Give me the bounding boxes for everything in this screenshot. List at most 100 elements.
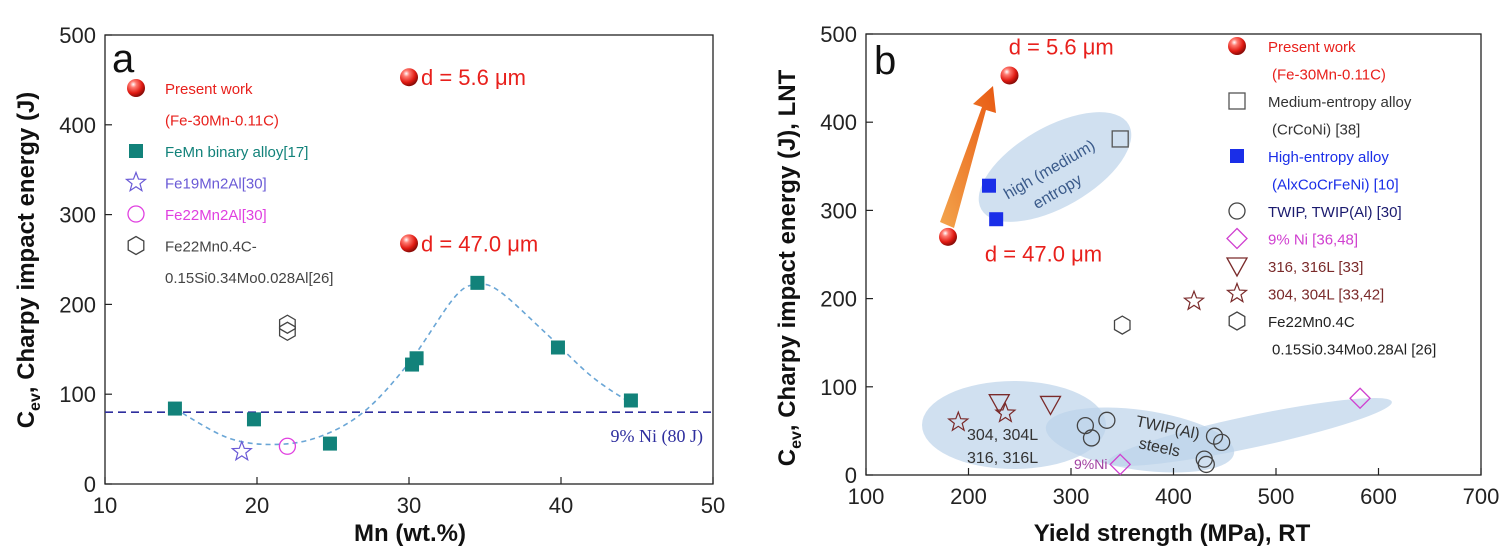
y-tick-label: 0	[845, 463, 857, 488]
panel-a-y-axis-label: Cev, Charpy impact energy (J)	[13, 92, 44, 429]
panel-b-data-points	[939, 66, 1371, 476]
316-316l-33-point	[1039, 395, 1062, 416]
high-entropy-alloy-point	[982, 178, 996, 193]
316-316l-33-point	[988, 394, 1011, 415]
y-tick-label: 100	[820, 375, 857, 400]
x-tick-label: 10	[93, 493, 117, 518]
legend-entry-label-cont: (Fe-30Mn-0.11C)	[165, 113, 279, 130]
region-label-stainless-line2: 316, 316L	[967, 450, 1038, 467]
present-work-point	[939, 227, 957, 246]
legend-entry-label-cont: (CrCoNi) [38]	[1272, 122, 1360, 139]
x-tick-label: 20	[245, 493, 269, 518]
nine-percent-ni-reference-label: 9% Ni (80 J)	[611, 426, 704, 447]
twip-twip-al-30-point	[1098, 411, 1116, 429]
x-tick-label: 400	[1155, 484, 1192, 509]
legend-entry-label-cont: (AlxCoCrFeNi) [10]	[1272, 177, 1399, 194]
panel-b: high (medium) entropy 304, 304L 316, 316…	[774, 22, 1499, 547]
grain-size-annotation: d = 47.0 μm	[985, 242, 1102, 267]
femn-binary-alloy-17-point	[623, 393, 638, 408]
panel-b-y-axis-label: Cev, Charpy impact energy (J), LNT	[774, 69, 805, 466]
fe22mn2al-30-legend-marker	[127, 205, 145, 223]
panel-a-annotations: d = 5.6 μm d = 47.0 μm	[421, 65, 538, 256]
present-work-legend-marker	[1228, 37, 1246, 55]
twip-twip-al-30-legend-marker	[1228, 202, 1246, 220]
y-tick-label: 400	[820, 110, 857, 135]
legend-entry-label-cont: (Fe-30Mn-0.11C)	[1272, 67, 1386, 84]
panel-b-x-ticks: 100 200 300 400 500 600 700	[848, 468, 1499, 509]
panel-a-legend: Present work (Fe-30Mn-0.11C) FeMn binary a…	[124, 79, 333, 287]
panel-b-letter: b	[874, 39, 896, 83]
fe22mn0-4c-point	[278, 321, 296, 342]
fe22mn2al-30-point	[278, 437, 297, 455]
legend-entry-label-cont: 0.15Si0.34Mo0.028Al[26]	[165, 270, 333, 287]
x-tick-label: 700	[1463, 484, 1499, 509]
panel-b-annotations: d = 5.6 μm d = 47.0 μm	[985, 34, 1114, 266]
legend-entry-label: 316, 316L [33]	[1268, 259, 1363, 276]
twip-twip-al-30-point	[1197, 455, 1215, 474]
y-tick-label: 300	[59, 203, 96, 228]
legend-entry-label: Medium-entropy alloy	[1268, 94, 1412, 111]
9-ni-36-48-point	[1109, 453, 1132, 476]
fe19mn2al-30-point	[230, 440, 253, 462]
y-tick-label: 100	[59, 382, 96, 407]
fe22mn0-4c-legend-marker	[127, 235, 145, 256]
region-label-stainless-line1: 304, 304L	[967, 427, 1038, 444]
panel-a-y-ticks: 0 100 200 300 400 500	[59, 23, 112, 497]
fe19mn2al-30-legend-marker	[124, 170, 148, 192]
fe22mn0-4c-legend-marker	[1228, 311, 1246, 331]
region-stainless	[922, 381, 1106, 469]
grain-size-arrow	[940, 86, 996, 228]
x-tick-label: 40	[549, 493, 573, 518]
femn-binary-alloy-17-point	[470, 275, 485, 290]
x-tick-label: 30	[397, 493, 421, 518]
y-tick-label: 500	[59, 23, 96, 48]
304-304l-33-42-point	[994, 401, 1017, 423]
femn-binary-alloy-17-legend-marker	[129, 144, 143, 158]
304-304l-33-42-point	[947, 410, 970, 432]
grain-size-annotation: d = 5.6 μm	[1009, 34, 1114, 59]
legend-entry-label: 9% Ni [36,48]	[1268, 232, 1358, 249]
femn-binary-alloy-17-point	[246, 412, 261, 427]
x-tick-label: 100	[848, 484, 885, 509]
legend-entry-label: TWIP, TWIP(Al) [30]	[1268, 204, 1402, 221]
femn-binary-alloy-17-point	[167, 401, 182, 416]
present-work-point	[400, 234, 418, 253]
region-nine-ni	[1108, 398, 1392, 466]
y-tick-label: 200	[59, 292, 96, 317]
y-tick-label: 400	[59, 113, 96, 138]
medium-entropy-alloy-legend-marker	[1228, 92, 1246, 110]
fe22mn0-4c-point	[278, 314, 296, 334]
panel-a: 10 20 30 40 50 0 100 200 300 400 500 Mn (wt.%) Ce…	[13, 23, 725, 547]
legend-entry-label: Present work	[1268, 39, 1356, 56]
y-tick-label: 300	[820, 198, 857, 223]
panel-b-legend: Present work (Fe-30Mn-0.11C) Medium-entrop…	[1225, 37, 1436, 359]
316-316l-33-legend-marker	[1225, 257, 1249, 278]
panel-a-data-points	[167, 68, 638, 462]
x-tick-label: 600	[1360, 484, 1397, 509]
panel-b-x-axis-label: Yield strength (MPa), RT	[1034, 520, 1311, 547]
y-tick-label: 200	[820, 287, 857, 312]
legend-entry-label: Fe22Mn0.4C	[1268, 314, 1355, 331]
x-tick-label: 200	[950, 484, 987, 509]
high-entropy-alloy-legend-marker	[1230, 149, 1244, 163]
high-entropy-alloy-point	[989, 212, 1004, 227]
twip-twip-al-30-point	[1082, 429, 1101, 447]
region-high-medium-entropy	[978, 112, 1132, 222]
grain-size-annotation: d = 5.6 μm	[421, 65, 526, 90]
304-304l-33-42-legend-marker	[1225, 281, 1249, 303]
legend-entry-label-cont: 0.15Si0.34Mo0.28Al [26]	[1272, 342, 1436, 359]
panel-a-x-axis-label: Mn (wt.%)	[354, 520, 466, 547]
panel-a-x-ticks: 10 20 30 40 50	[93, 477, 725, 518]
grain-size-annotation: d = 47.0 μm	[421, 231, 538, 256]
x-tick-label: 50	[701, 493, 725, 518]
femn-binary-alloy-17-point	[322, 436, 337, 451]
x-tick-label: 500	[1258, 484, 1295, 509]
9-ni-36-48-point	[1349, 387, 1371, 410]
panel-a-frame	[104, 34, 714, 485]
femn-binary-alloy-17-point	[409, 351, 424, 366]
y-tick-label: 500	[820, 22, 857, 47]
panel-b-y-ticks: 0 100 200 300 400 500	[820, 22, 873, 488]
twip-twip-al-30-point	[1213, 433, 1231, 452]
panel-a-letter: a	[112, 37, 135, 81]
